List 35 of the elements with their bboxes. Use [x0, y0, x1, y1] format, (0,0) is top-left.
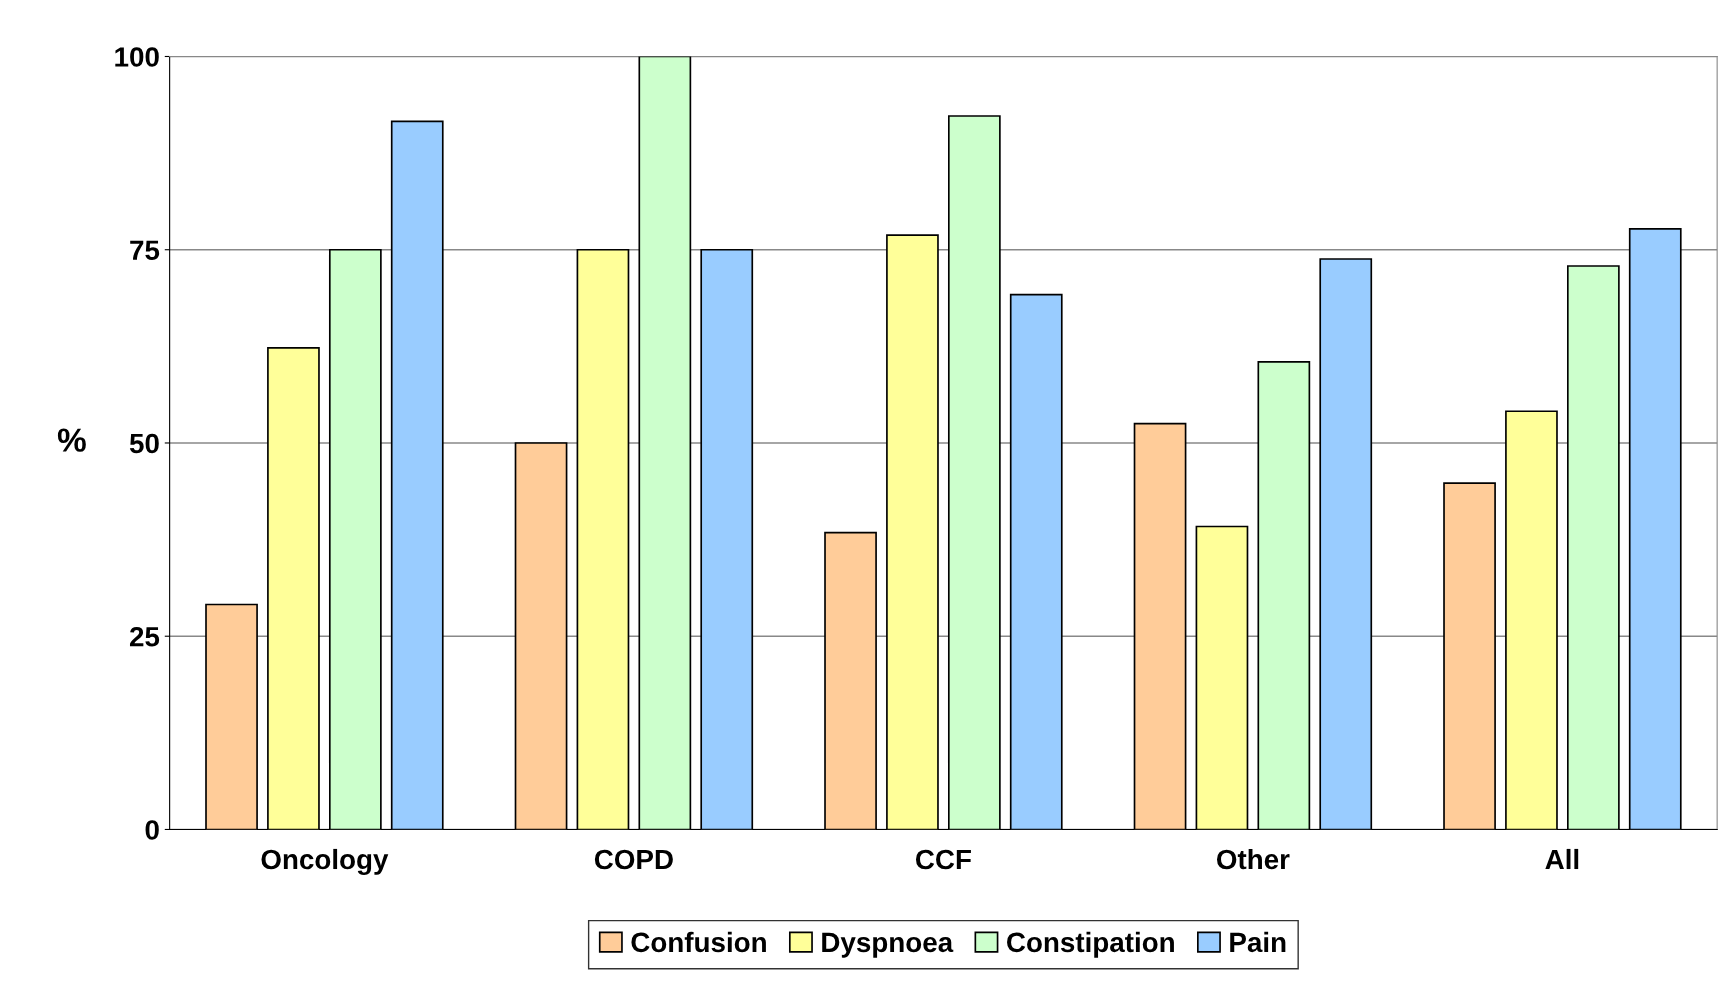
x-tick-label: Other — [1217, 848, 1290, 870]
bar — [267, 347, 320, 830]
y-tick-label: 75 — [130, 240, 160, 261]
bar — [328, 248, 382, 830]
y-tick-label: 25 — [129, 626, 160, 647]
bar — [1505, 410, 1558, 830]
bar — [205, 603, 258, 830]
x-tick-label: COPD — [594, 849, 673, 870]
x-tick-label: Oncology — [261, 848, 389, 875]
legend-label: Constipation — [1007, 931, 1174, 958]
y-axis-title: % — [57, 428, 86, 452]
bar — [1009, 293, 1063, 830]
x-tick-label: All — [1545, 848, 1579, 870]
bar — [514, 442, 568, 830]
bar — [824, 531, 877, 830]
bar — [1566, 265, 1620, 830]
bar — [1628, 228, 1682, 830]
bar — [1133, 422, 1187, 830]
legend-label: Pain — [1230, 931, 1286, 953]
y-tick-label: 0 — [145, 820, 159, 840]
bar — [638, 56, 692, 830]
bar — [947, 115, 1001, 830]
legend-label: Confusion — [631, 931, 766, 953]
bar — [700, 248, 754, 830]
bar — [1195, 525, 1249, 830]
legend-label: Dyspnoea — [822, 932, 954, 958]
bar — [1443, 482, 1496, 830]
bar — [390, 120, 444, 830]
bar — [1319, 258, 1373, 830]
x-tick-label: CCF — [915, 849, 971, 870]
bar — [576, 248, 630, 830]
y-tick-label: 50 — [129, 433, 159, 454]
y-tick-label: 100 — [115, 47, 159, 67]
bar — [1257, 360, 1311, 830]
bar — [886, 234, 939, 830]
